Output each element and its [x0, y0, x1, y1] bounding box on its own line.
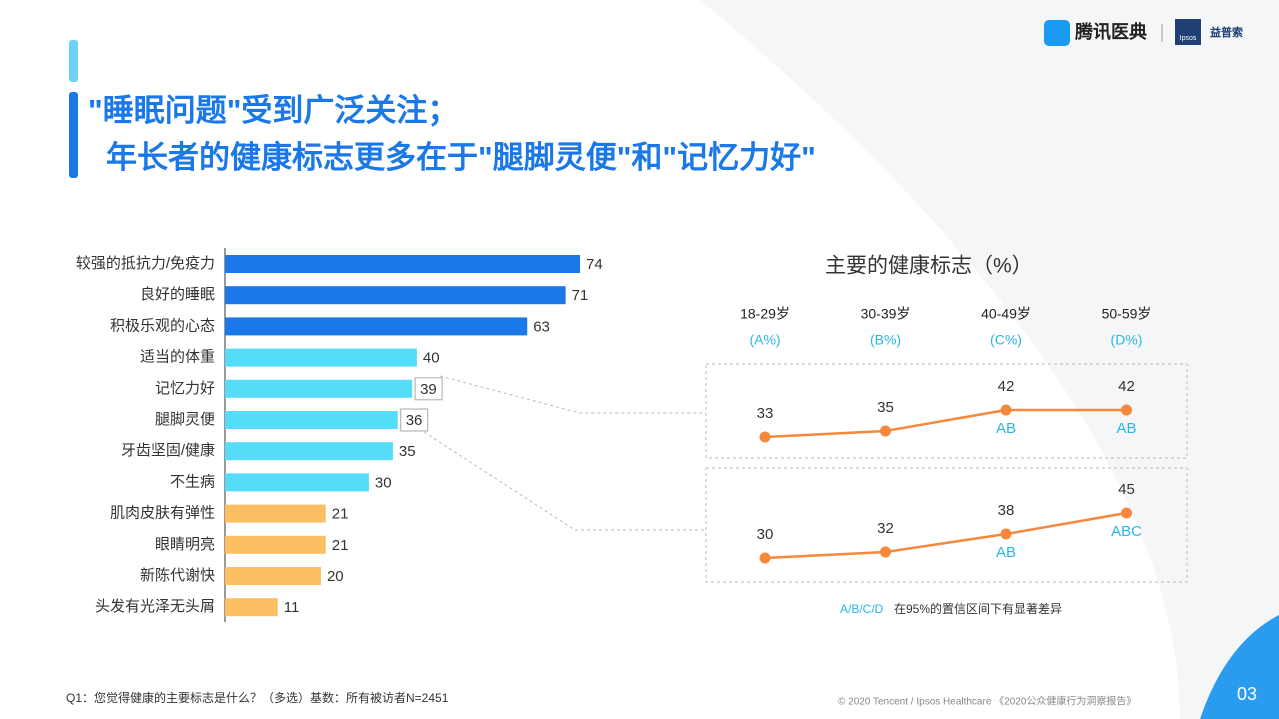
significance-label: AB	[1116, 420, 1136, 437]
bar	[225, 411, 398, 429]
category-label: 头发有光泽无头屑	[95, 598, 215, 615]
point	[1000, 404, 1012, 416]
value-label: 71	[572, 287, 589, 304]
logo-icon	[1044, 20, 1070, 46]
value-label: 42	[998, 378, 1015, 395]
panel	[705, 363, 1188, 459]
value-label: 20	[327, 568, 344, 585]
value-label: 35	[399, 443, 416, 460]
significance-label: AB	[996, 544, 1016, 561]
value-label: 35	[877, 399, 894, 416]
bar	[225, 348, 417, 367]
category-sublabel: (D%)	[1111, 332, 1143, 348]
title: "睡眠问题"受到广泛关注；	[88, 93, 458, 128]
bar	[225, 379, 413, 398]
bar	[225, 317, 528, 336]
point	[1121, 404, 1132, 416]
value-label: 36	[406, 412, 423, 429]
page-number: 03	[1237, 684, 1257, 704]
highlight-box	[400, 408, 429, 432]
series-line	[764, 511, 1127, 560]
value-label: 11	[284, 599, 300, 616]
value-label: 74	[586, 256, 603, 273]
title: 年长者的健康标志更多在于"腿脚灵便"和"记忆力好"	[106, 140, 816, 175]
category-sublabel: (A%)	[749, 332, 780, 348]
value-label: 40	[423, 350, 440, 367]
value-label: 30	[757, 526, 774, 543]
note: 在95%的置信区间下有显著差异	[894, 601, 1062, 616]
logo-icon	[1175, 19, 1201, 45]
bar	[225, 598, 278, 617]
series-line	[764, 408, 1127, 439]
value-label: 21	[332, 506, 349, 523]
category-label: 记忆力好	[155, 380, 215, 397]
bar	[225, 473, 369, 492]
category-label: 18-29岁	[740, 306, 790, 322]
note-key: A/B/C/D	[840, 602, 884, 616]
category-label: 40-49岁	[981, 306, 1031, 322]
connector	[423, 431, 706, 531]
point	[1000, 528, 1012, 540]
panel	[705, 467, 1188, 583]
highlight-box	[414, 377, 443, 401]
category-label: 新陈代谢快	[140, 566, 215, 584]
category-label: 较强的抵抗力/免疫力	[76, 254, 215, 272]
value-label: 63	[533, 318, 550, 335]
category-label: 50-59岁	[1102, 306, 1152, 322]
bar	[225, 255, 580, 273]
category-label: 不生病	[170, 473, 215, 490]
category-label: 眼睛明亮	[155, 536, 215, 553]
significance-label: AB	[996, 420, 1016, 437]
point	[880, 546, 891, 558]
value-label: 38	[998, 502, 1015, 519]
category-label: 牙齿坚固/健康	[121, 442, 215, 459]
category-label: 30-39岁	[861, 306, 911, 322]
value-label: 42	[1118, 378, 1135, 395]
value-label: 33	[757, 405, 774, 422]
bar	[225, 442, 393, 461]
value-label: 39	[420, 381, 437, 398]
accent-bar	[69, 40, 78, 82]
logo-text: 益普索	[1210, 25, 1243, 39]
logo-text: Ipsos	[1180, 35, 1197, 42]
bar	[225, 504, 326, 523]
bar	[225, 286, 566, 305]
significance-label: ABC	[1111, 523, 1142, 540]
corner-shape	[1200, 615, 1279, 719]
logo-text: 腾讯医典	[1075, 21, 1147, 42]
chart-title: 主要的健康标志（%）	[825, 255, 1033, 278]
bar	[225, 535, 326, 554]
background-shape	[700, 0, 1279, 719]
category-label: 腿脚灵便	[155, 411, 215, 428]
value-label: 45	[1118, 481, 1135, 498]
category-sublabel: (B%)	[870, 332, 901, 348]
category-label: 积极乐观的心态	[110, 317, 215, 334]
point	[1121, 507, 1132, 519]
point	[759, 552, 771, 564]
copyright: © 2020 Tencent / Ipsos Healthcare 《2020公…	[838, 695, 1136, 708]
category-label: 良好的睡眠	[140, 286, 215, 303]
value-label: 21	[332, 537, 349, 554]
footnote: Q1：您觉得健康的主要标志是什么？（多选）基数：所有被访者N=2451	[66, 690, 449, 705]
category-label: 适当的体重	[140, 349, 215, 366]
point	[880, 425, 891, 437]
category-label: 肌肉皮肤有弹性	[110, 505, 215, 522]
category-sublabel: (C%)	[990, 332, 1022, 348]
accent-bar	[69, 92, 78, 178]
value-label: 30	[375, 474, 392, 491]
value-label: 32	[877, 520, 894, 537]
bar	[225, 567, 321, 585]
connector	[439, 375, 706, 414]
point	[759, 431, 771, 443]
